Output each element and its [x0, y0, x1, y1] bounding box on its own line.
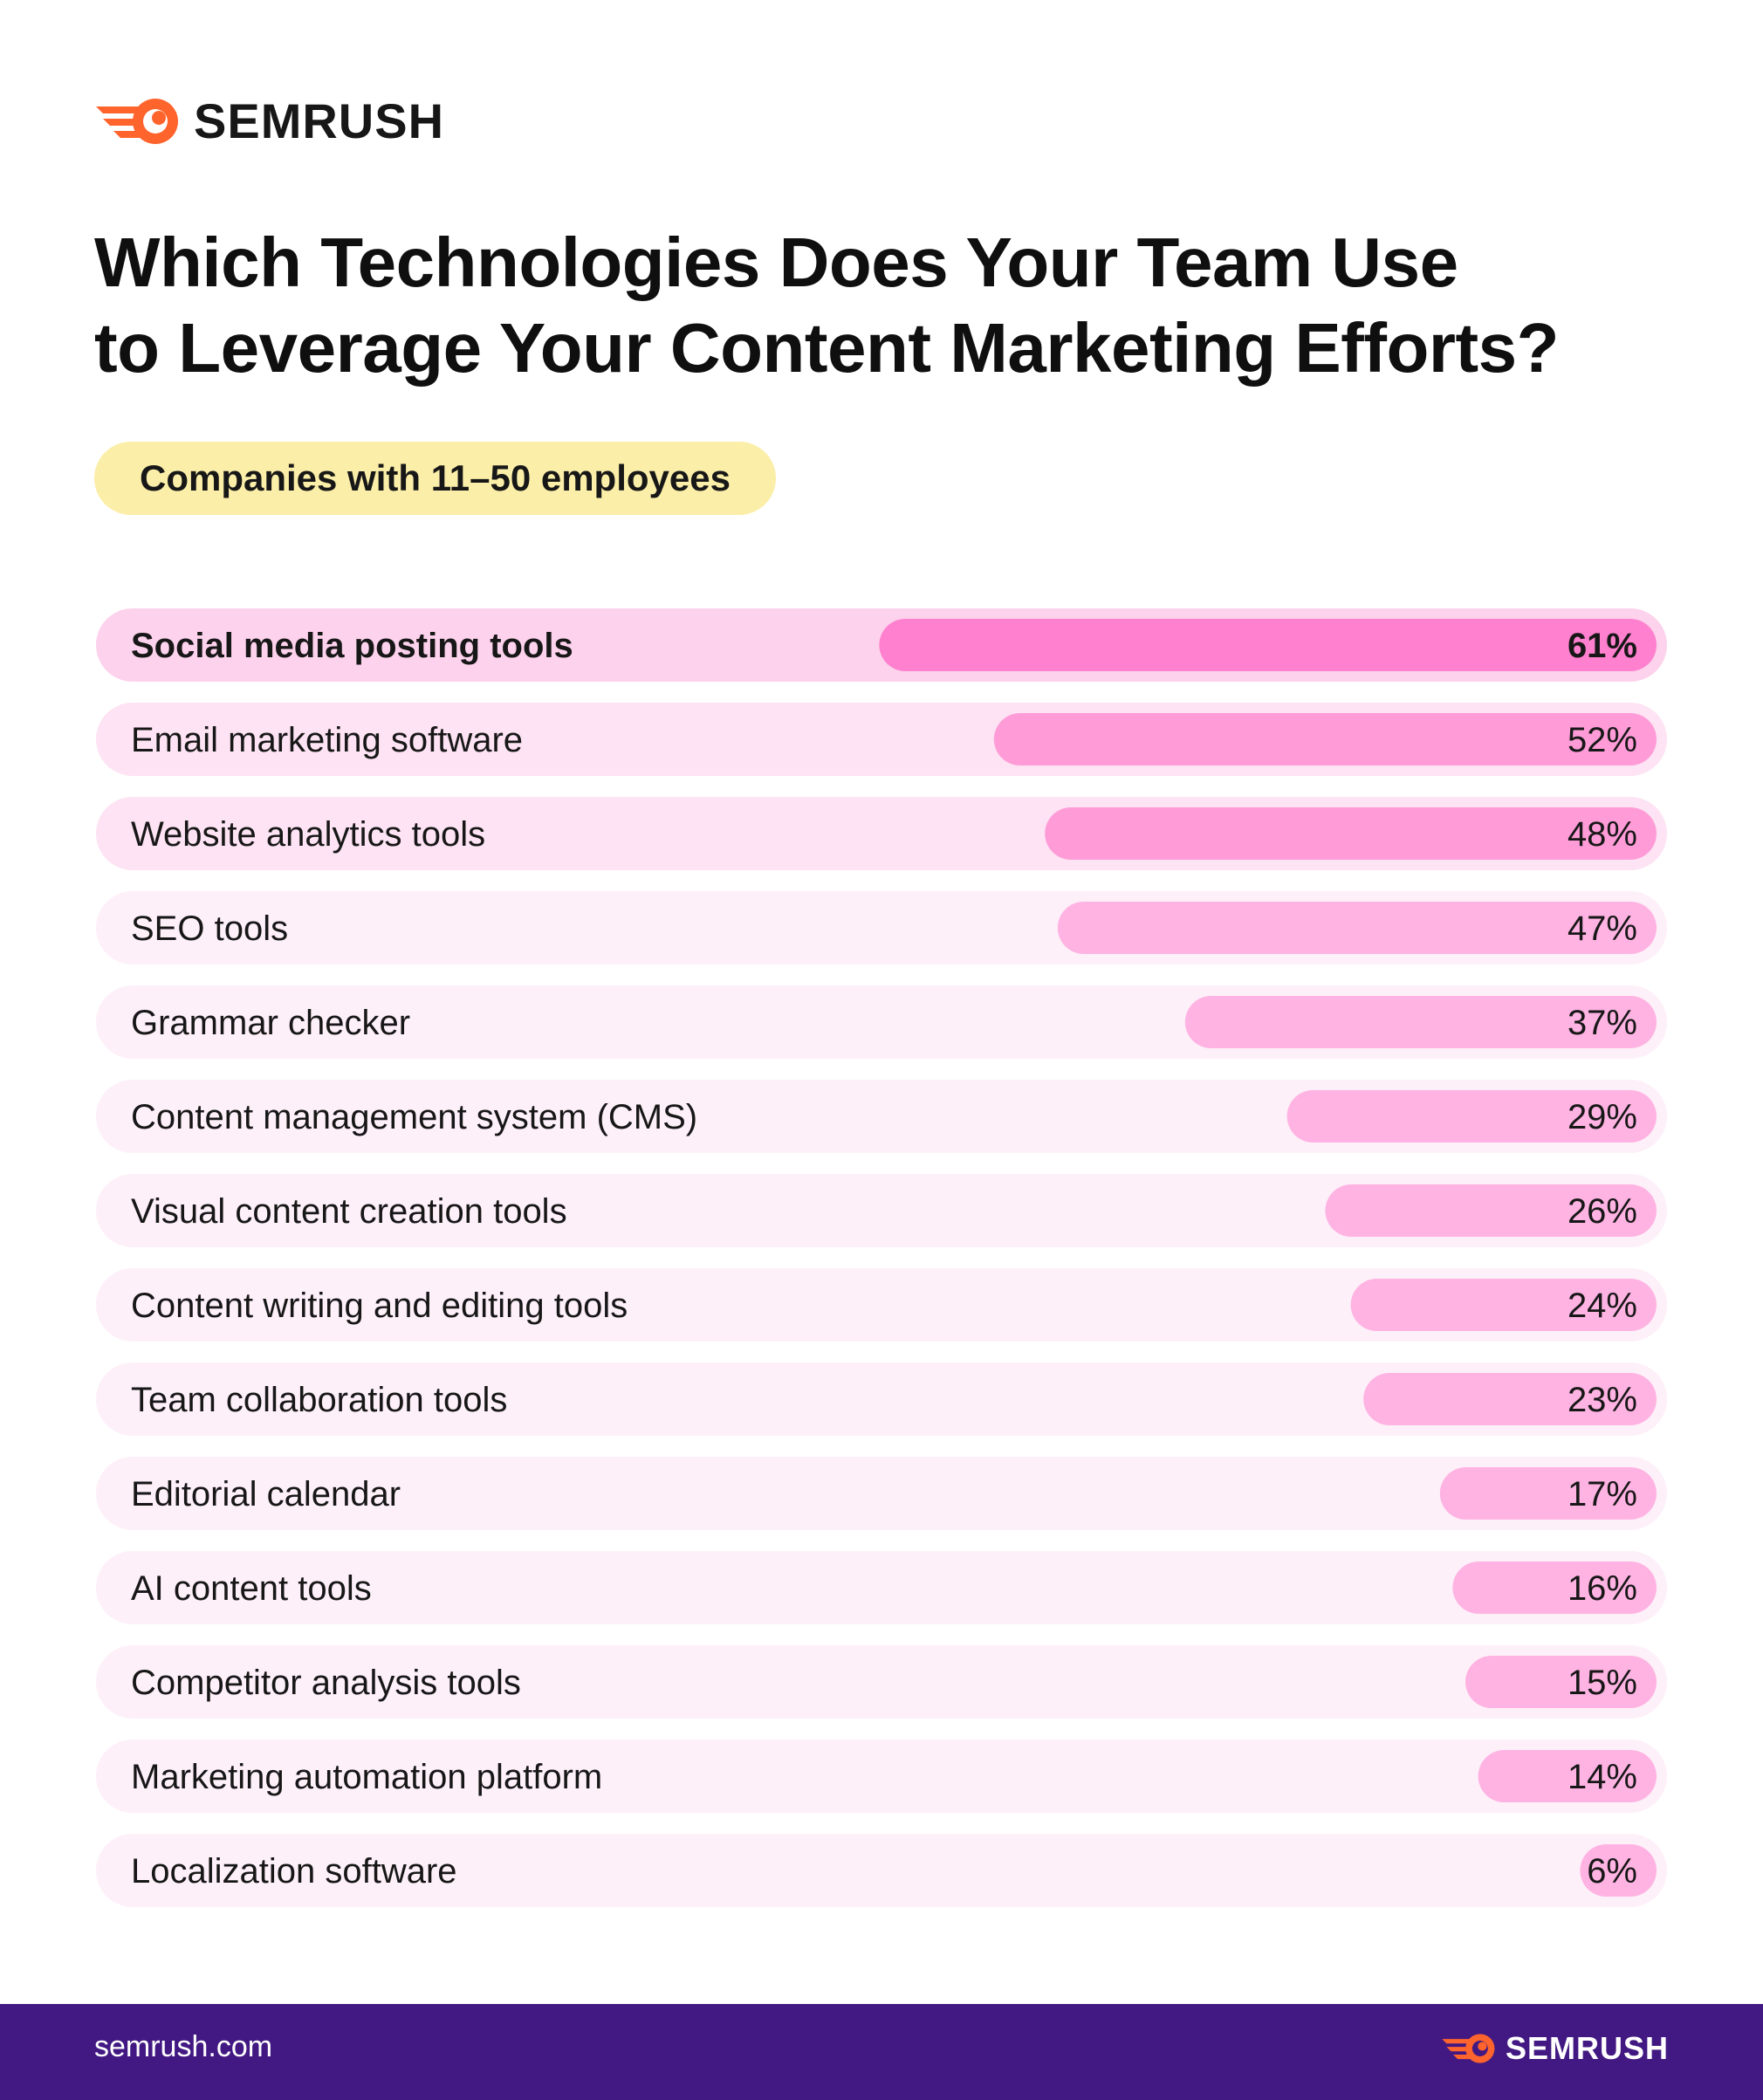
category-label: Editorial calendar: [131, 1475, 401, 1513]
bar-track: [96, 1740, 1667, 1813]
bar: [993, 713, 1657, 765]
value-label: 61%: [1567, 627, 1637, 665]
bar-track: [96, 1834, 1667, 1907]
value-label: 15%: [1567, 1664, 1637, 1702]
bar: [1363, 1373, 1657, 1425]
footer-bar: semrush.com SEMRUSH: [0, 2004, 1763, 2100]
bar-track: [96, 1080, 1667, 1153]
bar: [1452, 1561, 1657, 1614]
category-label: Marketing automation platform: [131, 1758, 602, 1796]
value-label: 14%: [1567, 1758, 1637, 1796]
category-label: Grammar checker: [131, 1004, 410, 1042]
bar: [1045, 807, 1657, 860]
bar: [1580, 1844, 1657, 1897]
category-label: Team collaboration tools: [131, 1381, 507, 1419]
value-label: 24%: [1567, 1287, 1637, 1325]
category-label: Content management system (CMS): [131, 1098, 697, 1136]
bar: [1325, 1184, 1657, 1237]
bar-track: [96, 1362, 1667, 1436]
value-label: 52%: [1567, 721, 1637, 759]
bar: [1478, 1750, 1657, 1802]
value-label: 16%: [1567, 1569, 1637, 1608]
value-label: 29%: [1567, 1098, 1637, 1136]
category-label: SEO tools: [131, 909, 288, 948]
bar: [1286, 1090, 1657, 1143]
title-line-2: to Leverage Your Content Marketing Effor…: [94, 309, 1559, 387]
value-label: 47%: [1567, 909, 1637, 948]
category-label: Email marketing software: [131, 721, 523, 759]
title-line-1: Which Technologies Does Your Team Use: [94, 223, 1458, 301]
category-label: Content writing and editing tools: [131, 1287, 628, 1325]
value-label: 23%: [1567, 1381, 1637, 1419]
category-label: AI content tools: [131, 1569, 372, 1608]
chart-title: Which Technologies Does Your Team Use to…: [94, 220, 1683, 391]
value-label: 48%: [1567, 815, 1637, 854]
footer-semrush-logo-icon: [1442, 2034, 1495, 2063]
footer-semrush-logo-text: SEMRUSH: [1505, 2030, 1669, 2066]
segment-badge: Companies with 11–50 employees: [94, 442, 776, 515]
bar: [879, 619, 1657, 671]
bar: [1057, 902, 1657, 954]
footer-url[interactable]: semrush.com: [94, 2030, 273, 2063]
bar-track: [96, 1551, 1667, 1624]
bar-chart: Social media posting tools 61% Email marke…: [96, 608, 1667, 1907]
category-label: Visual content creation tools: [131, 1192, 567, 1231]
bar-track: [96, 1174, 1667, 1247]
semrush-logo-text: SEMRUSH: [194, 93, 445, 148]
value-label: 26%: [1567, 1192, 1637, 1231]
category-label: Competitor analysis tools: [131, 1664, 521, 1702]
bar-track: [96, 1457, 1667, 1530]
footer-semrush-logo: SEMRUSH: [1441, 2030, 1669, 2067]
bar: [1350, 1279, 1657, 1331]
category-label: Website analytics tools: [131, 815, 485, 854]
bar: [1184, 996, 1657, 1048]
bar: [1465, 1656, 1657, 1708]
semrush-logo-icon: [96, 98, 178, 144]
segment-label: Companies with 11–50 employees: [140, 457, 731, 498]
semrush-logo: SEMRUSH: [94, 93, 444, 149]
bar: [1439, 1467, 1657, 1520]
category-label: Social media posting tools: [131, 627, 573, 665]
value-label: 6%: [1587, 1852, 1637, 1891]
value-label: 37%: [1567, 1004, 1637, 1042]
bar-track: [96, 1268, 1667, 1342]
category-label: Localization software: [131, 1852, 457, 1891]
value-label: 17%: [1567, 1475, 1637, 1513]
bar-track: [96, 1645, 1667, 1719]
